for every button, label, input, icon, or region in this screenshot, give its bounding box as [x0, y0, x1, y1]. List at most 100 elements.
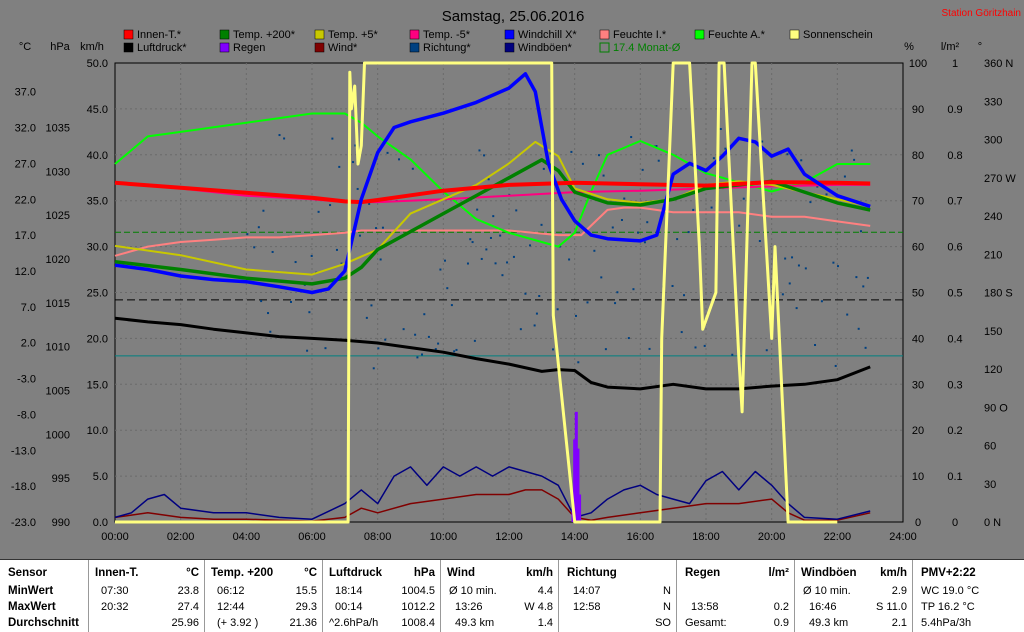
- unit-celsius: °C: [19, 41, 31, 53]
- hpa-tick-label: 1000: [46, 429, 70, 441]
- stats-value: 2.1: [891, 617, 907, 629]
- kmh-tick-label: 15.0: [87, 379, 108, 391]
- direction-point: [676, 238, 679, 241]
- hpa-tick-label: 1015: [46, 298, 70, 310]
- direction-point: [338, 165, 341, 168]
- stats-header: Temp. +200: [211, 567, 274, 579]
- stats-time: 13:26: [455, 601, 483, 613]
- kmh-tick-label: 5.0: [93, 471, 108, 483]
- direction-point: [712, 157, 715, 160]
- stats-value: SO: [655, 617, 671, 629]
- direction-point: [487, 178, 490, 181]
- direction-point: [331, 137, 334, 140]
- stats-time: 07:30: [101, 585, 129, 597]
- direction-point: [294, 261, 297, 264]
- direction-point: [450, 304, 453, 307]
- direction-point: [846, 313, 849, 316]
- axis-unit-labels: °C hPa km/h % l/m² °: [19, 41, 982, 53]
- direction-point: [758, 239, 761, 242]
- legend-swatch: [123, 42, 134, 53]
- direction-point: [421, 353, 424, 356]
- stats-header: Sensor: [8, 567, 47, 579]
- direction-point: [694, 346, 697, 349]
- kmh-tick-label: 50.0: [87, 58, 108, 70]
- stats-time: 18:14: [335, 585, 363, 597]
- stats-row-label: MinWert: [8, 585, 54, 597]
- stats-time: Ø 10 min.: [803, 585, 851, 597]
- direction-point: [552, 348, 555, 351]
- stats-col-temp: Temp. +200 °C 06:12 15.5 12:44 29.3 (+ 3…: [204, 560, 323, 632]
- direction-point: [335, 248, 338, 251]
- time-tick-label: 14:00: [561, 531, 589, 543]
- direction-point: [480, 257, 483, 260]
- series-line-feuchte-i: [114, 206, 871, 257]
- direction-point: [623, 197, 626, 200]
- stats-value: 23.8: [177, 585, 199, 597]
- degree-tick-label: 0 N: [984, 517, 1001, 529]
- direction-point: [375, 227, 378, 230]
- direction-point: [581, 162, 584, 165]
- direction-point: [402, 328, 405, 331]
- legend-label: Feuchte A.*: [708, 29, 766, 41]
- direction-point: [655, 145, 658, 148]
- weather-chart: Samstag, 25.06.2016 Station Göritzhain I…: [10, 8, 1021, 543]
- direction-point: [703, 344, 706, 347]
- direction-point: [358, 234, 361, 237]
- hpa-tick-label: 990: [52, 517, 70, 529]
- hpa-tick-label: 1030: [46, 166, 70, 178]
- direction-point: [731, 353, 734, 356]
- stats-value: S 11.0: [876, 601, 907, 613]
- direction-point: [354, 144, 357, 147]
- stats-unit: °C: [304, 567, 317, 579]
- percent-tick-label: 0: [915, 517, 921, 529]
- kmh-tick-label: 45.0: [87, 104, 108, 116]
- legend-label: Luftdruck*: [137, 42, 187, 54]
- direction-point: [499, 234, 502, 237]
- temp-tick-label: 12.0: [15, 266, 36, 278]
- direction-point: [278, 134, 281, 137]
- degree-tick-label: 300: [984, 135, 1002, 147]
- legend-label: 17.4 Monat-Ø: [613, 42, 681, 54]
- direction-point: [246, 233, 249, 236]
- direction-point: [843, 175, 846, 178]
- direction-point: [862, 285, 865, 288]
- stats-time: Gesamt:: [685, 617, 727, 629]
- direction-point: [262, 209, 265, 212]
- direction-point: [398, 158, 401, 161]
- kmh-tick-label: 40.0: [87, 150, 108, 162]
- stats-time: 14:07: [573, 585, 601, 597]
- rain-tick-label: 0.5: [947, 288, 962, 300]
- stats-table: Sensor MinWert MaxWert Durchschnitt Inne…: [0, 559, 1024, 632]
- stats-row-label: Durchschnitt: [8, 617, 79, 629]
- series-line-sonnenschein: [115, 61, 838, 524]
- kmh-tick-label: 0.0: [93, 517, 108, 529]
- rain-tick-label: 0.3: [947, 379, 962, 391]
- direction-point: [253, 246, 256, 249]
- direction-point: [850, 149, 853, 152]
- legend-label: Temp. +200*: [233, 29, 296, 41]
- legend-label: Temp. -5*: [423, 29, 471, 41]
- direction-point: [494, 262, 497, 265]
- direction-point: [379, 258, 382, 261]
- degree-tick-label: 240: [984, 211, 1002, 223]
- direction-point: [529, 244, 532, 247]
- degree-tick-label: 210: [984, 249, 1002, 261]
- direction-point: [855, 276, 858, 279]
- stats-value: WC 19.0 °C: [921, 585, 980, 597]
- stats-value: 27.4: [177, 601, 199, 613]
- direction-point: [478, 149, 481, 152]
- stats-time: 13:58: [691, 601, 719, 613]
- temp-tick-label: 7.0: [21, 302, 36, 314]
- stats-value: 1012.2: [401, 601, 435, 613]
- direction-point: [632, 288, 635, 291]
- time-tick-label: 04:00: [233, 531, 261, 543]
- percent-tick-label: 90: [912, 104, 924, 116]
- unit-hpa: hPa: [50, 41, 70, 53]
- stats-col-sensor: Sensor MinWert MaxWert Durchschnitt: [0, 560, 88, 632]
- direction-point: [471, 241, 474, 244]
- direction-point: [453, 350, 456, 353]
- direction-point: [317, 210, 320, 213]
- direction-point: [427, 335, 430, 338]
- direction-point: [368, 202, 371, 205]
- direction-point: [800, 159, 803, 162]
